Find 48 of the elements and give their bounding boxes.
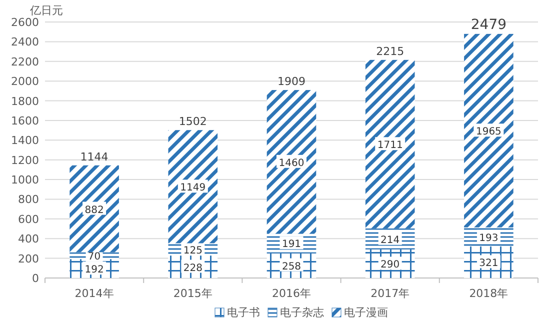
- y-tick-label: 200: [18, 252, 39, 266]
- data-label: 70: [88, 252, 101, 263]
- y-tick-label: 600: [18, 212, 39, 226]
- y-tick-label: 1400: [11, 134, 39, 148]
- data-label: 192: [84, 264, 104, 276]
- y-tick-label: 1600: [11, 114, 39, 128]
- data-label: 258: [282, 261, 302, 272]
- bar: [365, 60, 415, 228]
- y-tick-label: 1800: [11, 94, 39, 108]
- x-tick-label: 2014年: [74, 287, 114, 300]
- y-tick-label: 400: [18, 232, 39, 246]
- data-label: 228: [183, 262, 202, 274]
- data-label: 214: [380, 234, 400, 246]
- data-label: 193: [479, 232, 498, 244]
- y-axis-title: 亿日元: [29, 4, 63, 17]
- total-label: 1144: [80, 150, 108, 164]
- data-label: 1460: [278, 158, 304, 169]
- x-tick-label: 2015年: [173, 287, 212, 300]
- data-label: 290: [380, 260, 400, 271]
- bar: [266, 90, 316, 234]
- y-tick-label: 0: [32, 272, 39, 285]
- y-tick-label: 2200: [11, 55, 39, 68]
- bar: [464, 34, 514, 228]
- bar: [70, 165, 119, 252]
- data-label: 1149: [180, 182, 206, 194]
- y-tick-label: 2000: [11, 75, 39, 88]
- y-tick-label: 2600: [11, 16, 39, 29]
- x-tick-label: 2016年: [272, 287, 311, 300]
- y-tick-label: 1200: [11, 154, 39, 167]
- total-label: 2479: [470, 16, 507, 33]
- x-tick-label: 2018年: [469, 287, 508, 300]
- data-label: 125: [183, 245, 202, 256]
- legend-label: 电子漫画: [344, 306, 388, 319]
- legend-label: 电子杂志: [280, 306, 324, 319]
- legend-label: 电子书: [227, 306, 260, 319]
- data-label: 1965: [476, 126, 502, 138]
- data-label: 321: [479, 258, 498, 270]
- data-label: 882: [84, 204, 104, 216]
- x-tick-label: 2017年: [370, 287, 410, 300]
- total-label: 1909: [278, 75, 306, 88]
- total-label: 1502: [178, 115, 207, 128]
- bar: [168, 130, 218, 244]
- total-label: 2215: [376, 44, 404, 58]
- y-tick-label: 2400: [11, 36, 39, 49]
- y-tick-label: 1000: [11, 174, 39, 187]
- data-label: 191: [282, 239, 302, 250]
- data-label: 1711: [377, 140, 403, 152]
- y-tick-label: 800: [18, 193, 39, 206]
